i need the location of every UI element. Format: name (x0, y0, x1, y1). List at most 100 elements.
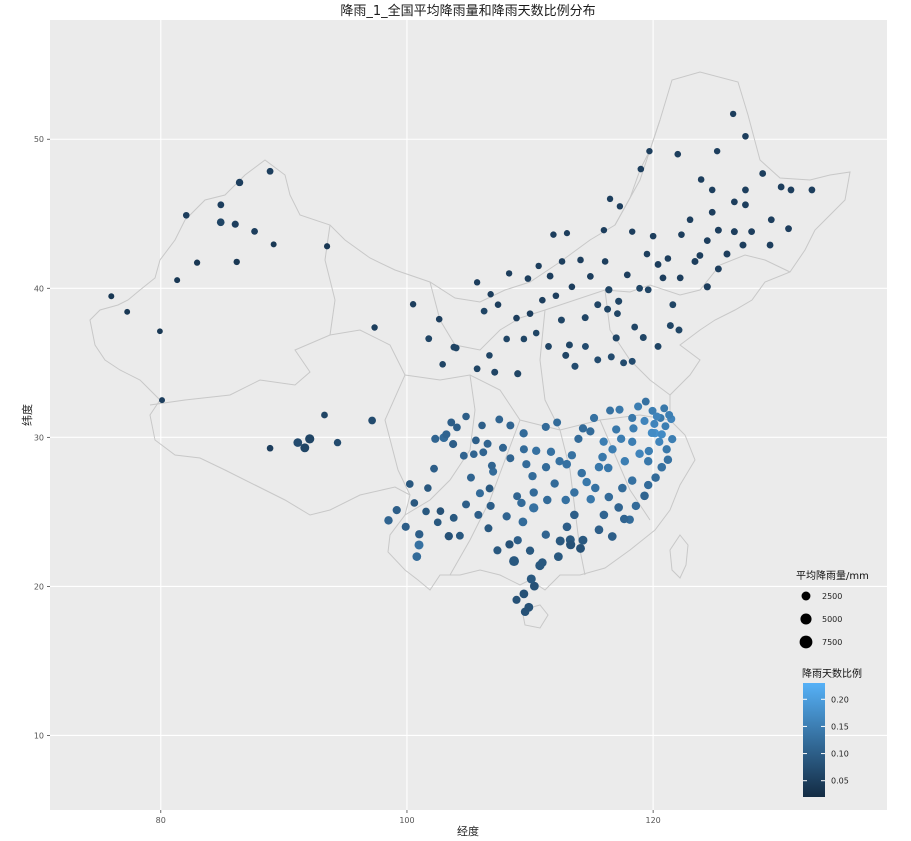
size-legend-title: 平均降雨量/mm (796, 569, 869, 582)
data-point-191 (581, 342, 589, 350)
data-point-84 (607, 532, 617, 541)
data-point-207 (539, 296, 546, 304)
data-point-1 (157, 328, 163, 335)
data-point-239 (787, 186, 795, 194)
data-point-79 (612, 425, 621, 434)
data-point-74 (644, 446, 653, 456)
data-point-259 (616, 203, 624, 210)
data-point-174 (509, 556, 519, 567)
data-point-93 (466, 473, 475, 482)
data-point-143 (502, 512, 511, 521)
data-point-250 (785, 225, 792, 233)
y-tick-label-0: 10 (34, 731, 44, 740)
data-point-199 (675, 326, 683, 334)
data-point-58 (529, 503, 539, 513)
size-legend-label-0: 2500 (822, 592, 842, 601)
data-point-129 (462, 412, 470, 421)
data-point-27 (435, 315, 443, 323)
data-point-81 (566, 540, 576, 550)
data-point-60 (412, 552, 422, 561)
color-legend-label-3: 0.20 (831, 695, 849, 704)
data-point-142 (486, 501, 495, 510)
data-point-244 (729, 110, 737, 118)
data-point-176 (526, 574, 536, 584)
data-point-204 (586, 272, 594, 280)
data-point-198 (666, 322, 674, 330)
data-point-256 (664, 255, 672, 262)
data-point-78 (648, 406, 657, 415)
data-point-187 (532, 329, 540, 337)
data-point-165 (616, 434, 626, 444)
data-point-7 (216, 218, 225, 227)
data-point-170 (555, 457, 564, 466)
data-point-217 (601, 258, 609, 265)
data-point-237 (767, 216, 775, 224)
data-point-91 (422, 507, 430, 516)
data-point-222 (669, 301, 677, 309)
data-point-103 (589, 413, 599, 423)
y-axis-label: 纬度 (20, 404, 34, 426)
data-point-34 (605, 286, 613, 294)
data-point-61 (384, 516, 393, 525)
data-point-16 (305, 434, 315, 444)
data-point-80 (599, 437, 608, 446)
province-boundaries-8 (539, 309, 561, 431)
data-point-264 (637, 165, 645, 173)
data-point-149 (578, 535, 588, 545)
data-point-261 (563, 230, 571, 237)
data-point-122 (528, 471, 537, 481)
data-point-172 (529, 488, 538, 497)
data-point-90 (444, 532, 453, 541)
data-point-64 (513, 492, 522, 501)
data-point-76 (668, 435, 677, 444)
data-point-208 (526, 310, 534, 317)
data-point-3 (174, 277, 181, 284)
data-point-71 (603, 463, 613, 473)
data-point-232 (649, 232, 657, 240)
data-point-223 (676, 274, 684, 282)
data-point-168 (582, 477, 591, 487)
data-point-45 (562, 459, 572, 469)
data-point-20 (368, 416, 376, 425)
data-point-151 (599, 510, 609, 520)
data-point-136 (401, 522, 410, 531)
data-point-88 (484, 524, 493, 533)
data-point-44 (578, 424, 588, 433)
province-boundaries-11 (614, 119, 661, 226)
data-point-188 (545, 343, 552, 350)
data-point-85 (518, 517, 528, 527)
color-legend-label-0: 0.05 (831, 777, 849, 786)
data-point-65 (475, 489, 485, 498)
data-point-9 (217, 201, 225, 209)
data-point-22 (159, 397, 165, 404)
data-point-119 (570, 488, 579, 497)
data-point-68 (546, 447, 556, 456)
data-point-52 (436, 507, 445, 515)
data-point-108 (661, 422, 670, 431)
x-axis: 80 100 120 (156, 810, 661, 825)
data-point-212 (473, 279, 481, 286)
data-point-95 (469, 450, 478, 459)
size-legend-symbol-2 (799, 635, 813, 649)
data-point-163 (640, 416, 649, 426)
data-point-55 (478, 421, 486, 430)
data-point-43 (615, 405, 624, 414)
data-point-186 (520, 335, 528, 343)
data-point-32 (524, 275, 532, 282)
data-point-121 (543, 495, 552, 505)
color-legend-label-1: 0.10 (831, 750, 849, 759)
data-point-115 (618, 483, 627, 493)
data-point-4 (193, 259, 201, 266)
data-point-33 (612, 334, 620, 342)
x-tick-label-2: 120 (645, 816, 660, 825)
data-point-70 (586, 494, 595, 504)
data-point-111 (620, 456, 630, 466)
data-point-36 (581, 314, 589, 322)
data-point-251 (742, 201, 749, 209)
data-point-130 (447, 418, 456, 427)
data-point-19 (333, 438, 342, 447)
data-point-100 (553, 418, 562, 427)
data-point-145 (525, 546, 535, 555)
data-point-155 (651, 473, 660, 482)
